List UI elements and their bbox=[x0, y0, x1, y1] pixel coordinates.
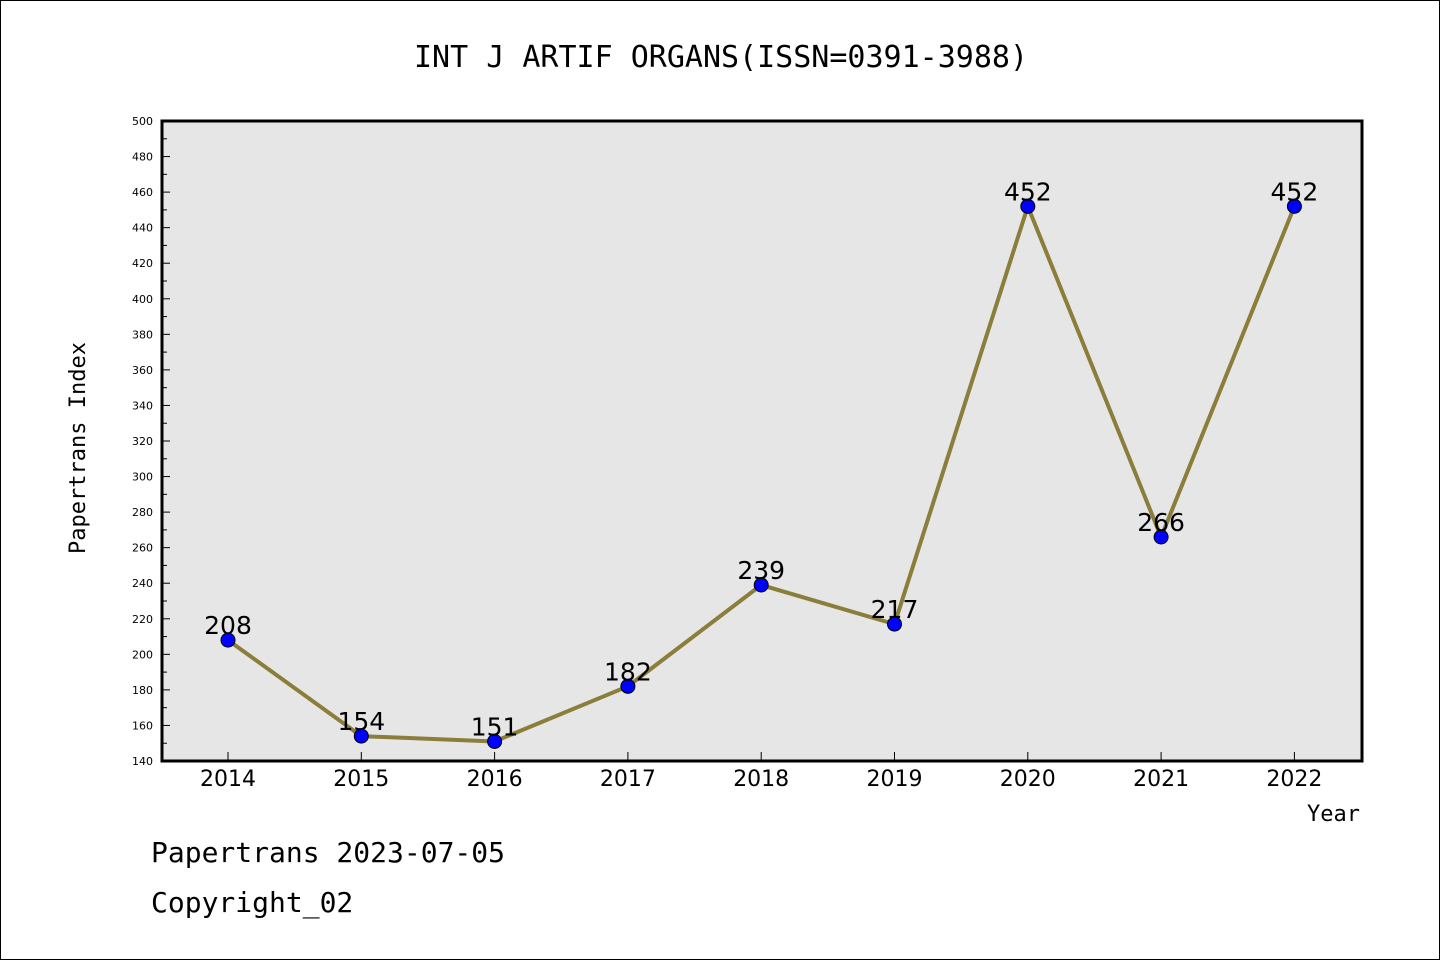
series-layer bbox=[220, 198, 1302, 749]
data-labels: 208 154 151 182 239 217 452 266 452 bbox=[204, 177, 1318, 741]
y-tick-label: 420 bbox=[132, 257, 153, 270]
y-tick-label: 260 bbox=[132, 542, 153, 555]
y-tick-label: 200 bbox=[132, 648, 153, 661]
y-tick-label: 160 bbox=[132, 719, 153, 732]
data-label: 182 bbox=[604, 657, 652, 686]
footer-copyright: Copyright_02 bbox=[151, 886, 354, 919]
x-tick-label: 2020 bbox=[1000, 767, 1056, 792]
y-tick-label: 140 bbox=[132, 755, 153, 768]
x-axis: 2014 2015 2016 2017 2018 2019 2020 2021 2022 bbox=[200, 752, 1322, 792]
data-label: 452 bbox=[1271, 177, 1319, 206]
y-axis: 140 160 180 200 220 240 260 280 300 320 340 360 380 4… bbox=[132, 115, 170, 768]
y-tick-label: 240 bbox=[132, 577, 153, 590]
data-point bbox=[887, 616, 902, 632]
y-tick-label: 280 bbox=[132, 506, 153, 519]
data-point bbox=[753, 577, 769, 593]
data-label: 452 bbox=[1004, 177, 1052, 206]
data-point bbox=[1153, 529, 1169, 545]
data-label: 217 bbox=[871, 595, 919, 624]
x-axis-label: Year bbox=[1307, 802, 1360, 827]
y-tick-label: 340 bbox=[132, 399, 153, 412]
y-tick-label: 180 bbox=[132, 684, 153, 697]
plot-area bbox=[160, 119, 1364, 763]
chart-title: INT J ARTIF ORGANS(ISSN=0391-3988) bbox=[414, 40, 1028, 75]
data-label: 208 bbox=[204, 611, 252, 640]
x-tick-label: 2016 bbox=[467, 767, 523, 792]
data-point bbox=[220, 632, 236, 648]
y-tick-label: 320 bbox=[132, 435, 153, 448]
y-tick-label: 500 bbox=[132, 115, 153, 128]
x-tick-label: 2015 bbox=[333, 767, 389, 792]
y-tick-label: 440 bbox=[132, 222, 153, 235]
y-tick-label: 480 bbox=[132, 151, 153, 164]
data-point bbox=[487, 733, 503, 749]
y-tick-label: 220 bbox=[132, 613, 153, 626]
x-tick-label: 2022 bbox=[1266, 767, 1322, 792]
data-point bbox=[1286, 198, 1302, 214]
data-point bbox=[353, 728, 369, 744]
x-tick-label: 2018 bbox=[733, 767, 789, 792]
y-tick-label: 300 bbox=[132, 471, 153, 484]
footer-date: Papertrans 2023-07-05 bbox=[151, 836, 506, 869]
x-tick-label: 2019 bbox=[867, 767, 923, 792]
x-tick-label: 2014 bbox=[200, 767, 256, 792]
y-tick-label: 400 bbox=[132, 293, 153, 306]
data-label: 151 bbox=[471, 712, 519, 741]
data-point bbox=[1020, 198, 1036, 214]
x-tick-label: 2021 bbox=[1133, 767, 1189, 792]
y-tick-label: 460 bbox=[132, 186, 153, 199]
y-axis-label: Papertrans Index bbox=[66, 342, 91, 554]
data-label: 266 bbox=[1137, 508, 1185, 537]
data-point bbox=[620, 678, 636, 694]
data-label: 239 bbox=[737, 556, 785, 585]
x-tick-label: 2017 bbox=[600, 767, 656, 792]
y-tick-label: 360 bbox=[132, 364, 153, 377]
data-label: 154 bbox=[337, 707, 385, 736]
y-tick-label: 380 bbox=[132, 328, 153, 341]
